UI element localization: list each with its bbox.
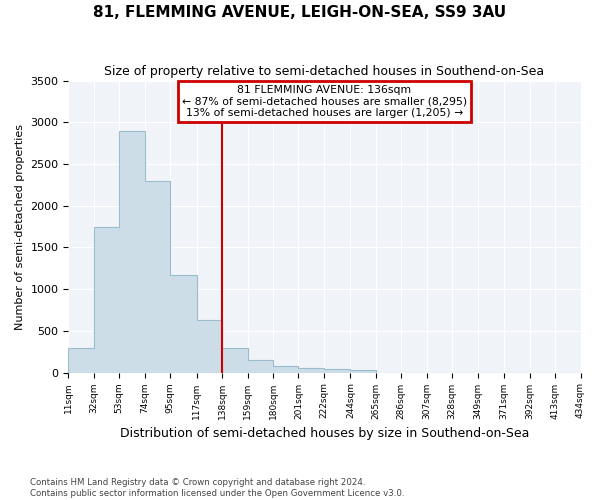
Text: 81 FLEMMING AVENUE: 136sqm
← 87% of semi-detached houses are smaller (8,295)
13%: 81 FLEMMING AVENUE: 136sqm ← 87% of semi… <box>182 85 467 118</box>
Text: Contains HM Land Registry data © Crown copyright and database right 2024.
Contai: Contains HM Land Registry data © Crown c… <box>30 478 404 498</box>
Title: Size of property relative to semi-detached houses in Southend-on-Sea: Size of property relative to semi-detach… <box>104 65 545 78</box>
Y-axis label: Number of semi-detached properties: Number of semi-detached properties <box>15 124 25 330</box>
X-axis label: Distribution of semi-detached houses by size in Southend-on-Sea: Distribution of semi-detached houses by … <box>120 427 529 440</box>
Text: 81, FLEMMING AVENUE, LEIGH-ON-SEA, SS9 3AU: 81, FLEMMING AVENUE, LEIGH-ON-SEA, SS9 3… <box>94 5 506 20</box>
